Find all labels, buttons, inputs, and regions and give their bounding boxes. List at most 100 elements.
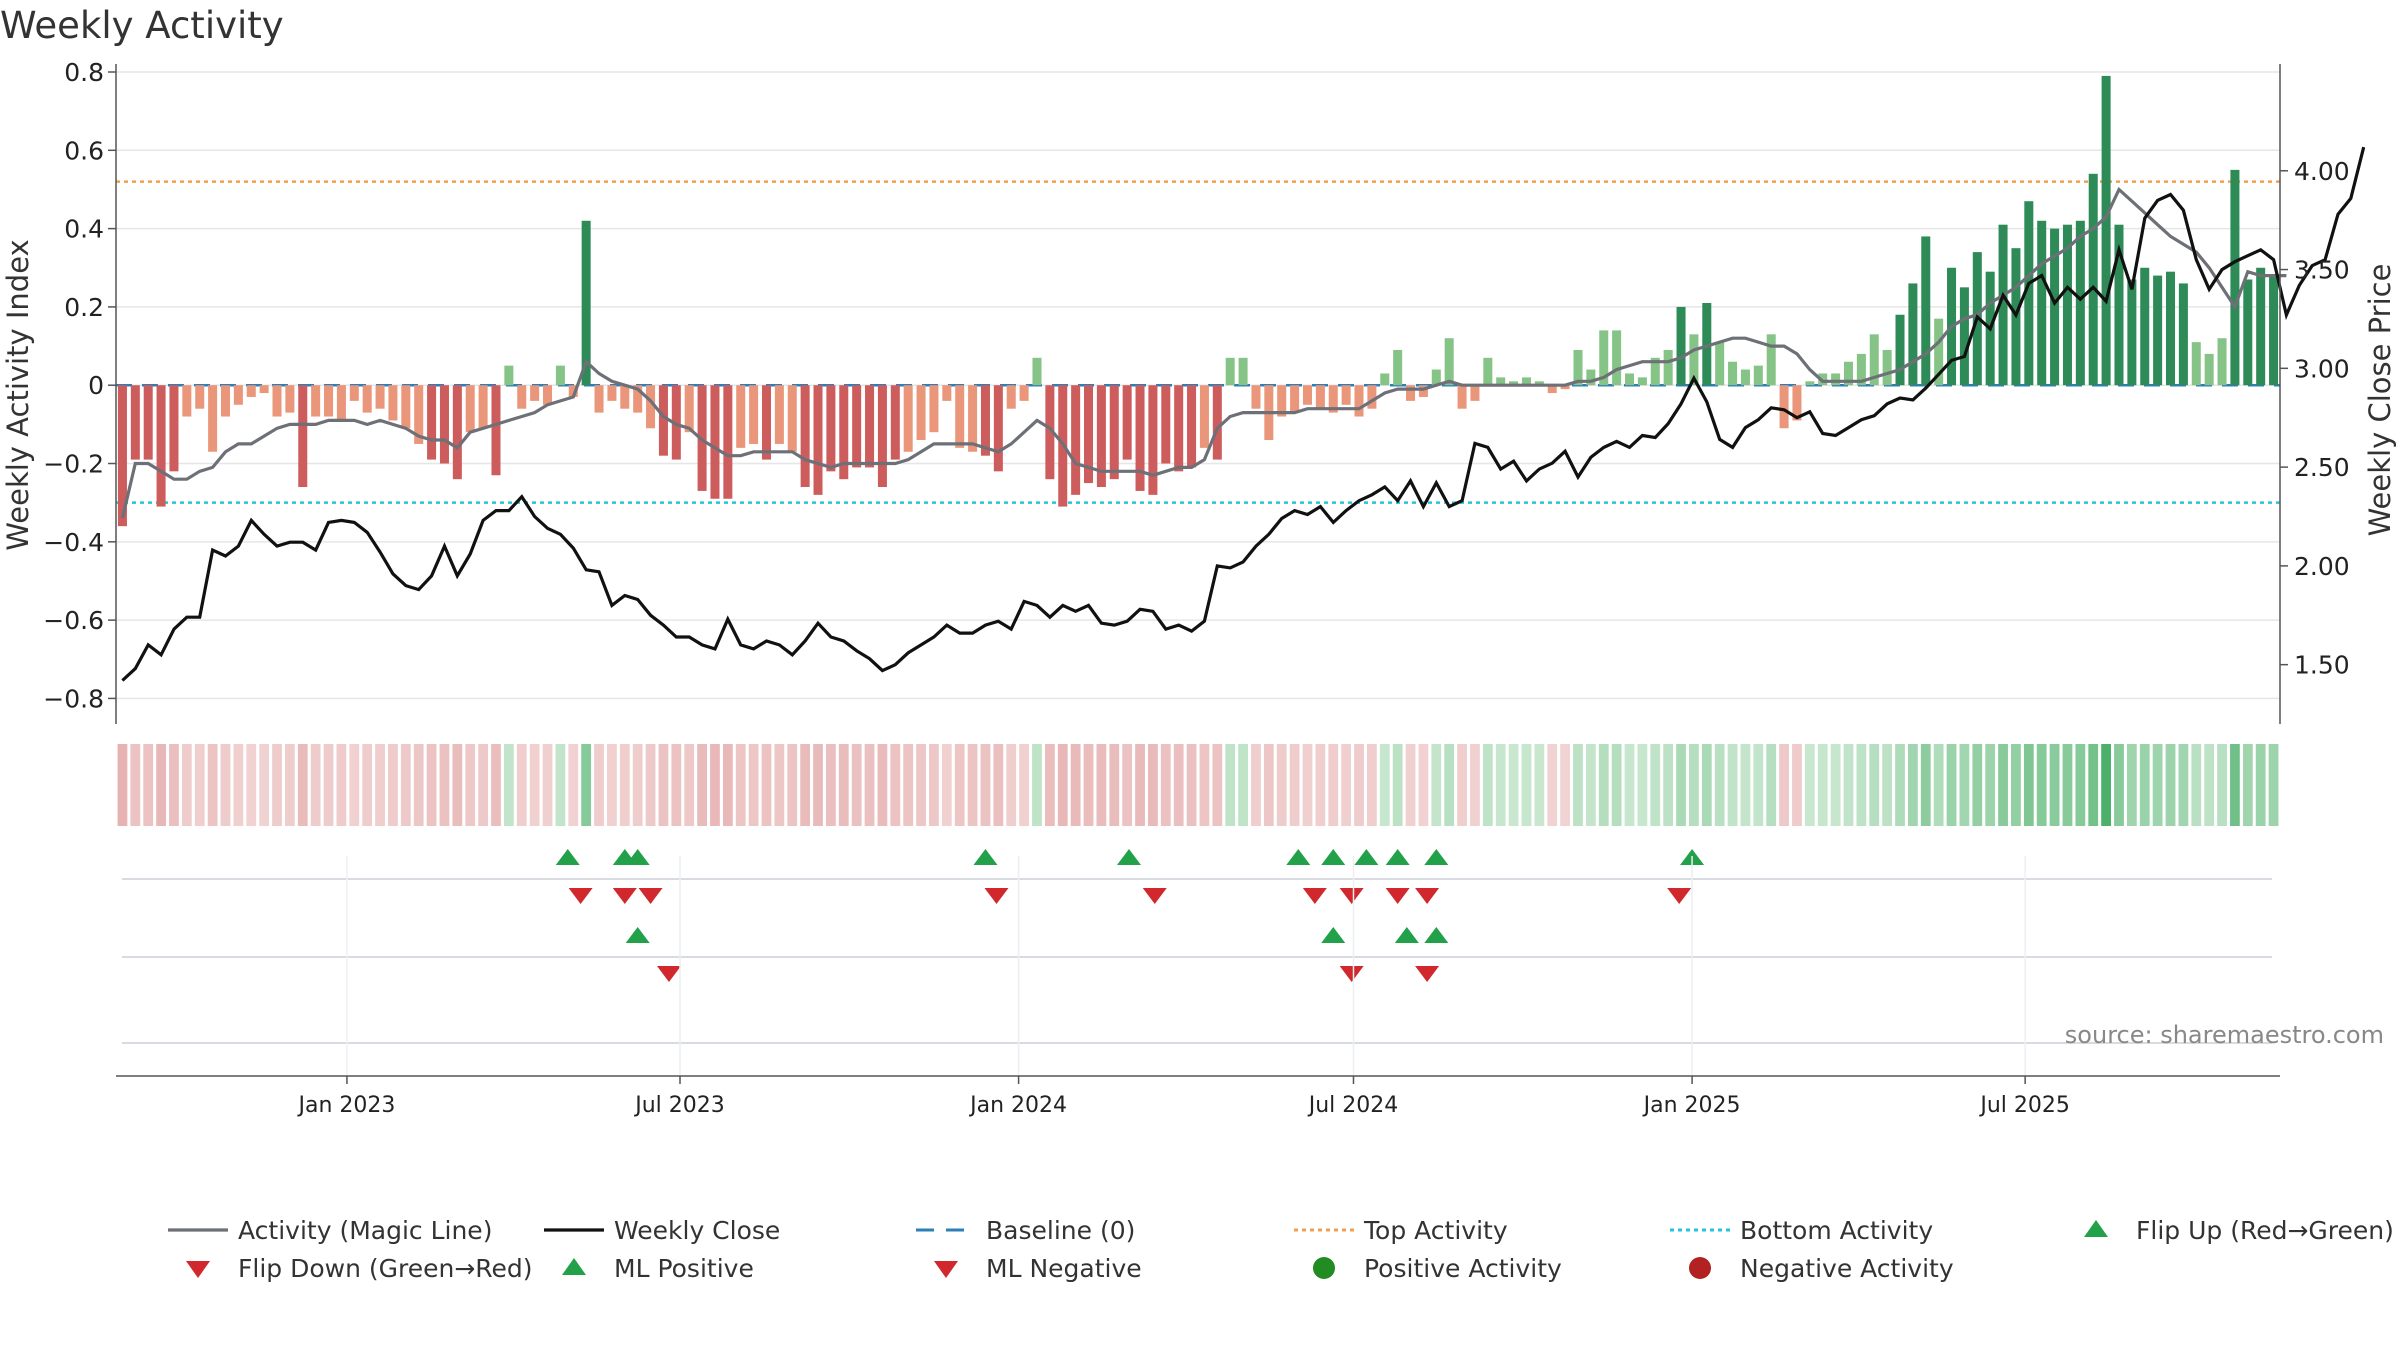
- flip-down-marker: [1302, 888, 1327, 904]
- activity-bar: [156, 385, 166, 507]
- legend-item: ML Negative: [934, 1254, 1142, 1283]
- activity-bar: [2230, 169, 2240, 386]
- activity-bar: [1612, 330, 1622, 386]
- activity-bar: [723, 385, 733, 499]
- heat-strip-cell: [1006, 744, 1017, 826]
- heat-strip-cell: [2101, 744, 2112, 826]
- activity-bar: [1135, 385, 1145, 491]
- activity-bar: [1277, 385, 1287, 417]
- activity-bar: [401, 385, 411, 429]
- heat-strip-cell: [503, 744, 514, 826]
- flip-up-marker: [973, 849, 998, 865]
- heat-strip-cell: [1379, 744, 1390, 826]
- activity-bar: [1174, 385, 1184, 472]
- heat-strip-cell: [2217, 744, 2227, 826]
- flip-down-marker: [1385, 888, 1410, 904]
- flip-up-marker: [1286, 849, 1311, 865]
- activity-bar: [2114, 224, 2124, 386]
- activity-bar: [117, 385, 127, 527]
- activity-bar: [877, 385, 887, 488]
- heat-strip-cell: [2242, 744, 2253, 826]
- heat-strip-cell: [349, 744, 360, 826]
- heat-strip-cell: [297, 744, 308, 826]
- activity-bar: [1109, 385, 1119, 480]
- heat-strip-cell: [1135, 744, 1145, 826]
- legend-item: Baseline (0): [916, 1216, 1135, 1245]
- heat-strip-cell: [722, 744, 733, 826]
- activity-bar: [272, 385, 282, 417]
- heat-strip-cell: [1341, 744, 1352, 826]
- heat-strip-cell: [1521, 744, 1532, 826]
- heat-strip-cell: [1689, 744, 1699, 826]
- activity-bar: [1315, 385, 1325, 409]
- activity-bar: [1650, 357, 1660, 386]
- flip-down-marker: [984, 888, 1009, 904]
- heat-strip-cell: [1959, 744, 1970, 826]
- heat-strip-cell: [491, 744, 501, 826]
- y-left-tick-label: 0.6: [64, 136, 104, 165]
- activity-bar: [259, 385, 269, 394]
- activity-bar: [1199, 385, 1209, 448]
- activity-bar: [710, 385, 720, 499]
- activity-bar: [968, 385, 978, 452]
- x-tick-label: Jan 2024: [968, 1093, 1067, 1118]
- heat-strip-cell: [761, 744, 772, 826]
- heat-strip-cell: [619, 744, 630, 826]
- heat-strip-cell: [169, 744, 179, 826]
- activity-bar: [388, 385, 398, 421]
- activity-bar: [1676, 306, 1686, 386]
- x-tick-label: Jul 2023: [633, 1093, 725, 1118]
- heat-strip-cell: [207, 744, 218, 826]
- activity-bar: [581, 220, 591, 386]
- heat-strip-cell: [1057, 744, 1068, 826]
- heat-strip-cell: [323, 744, 334, 826]
- axes: 0.8 0.6 0.4 0.2 0 −0.2 −0.4 −0.6 −0.8 4.00 3.50 3.0…: [43, 58, 2350, 724]
- heat-strip-cell: [1882, 744, 1893, 826]
- activity-bar: [298, 385, 308, 488]
- heat-strip-cell: [2049, 744, 2060, 826]
- heat-strip-cell: [2075, 744, 2086, 826]
- flip-up-marker: [1385, 849, 1410, 865]
- heat-strip-cell: [2165, 744, 2176, 826]
- legend-swatch-circle: [1689, 1257, 1711, 1279]
- activity-bar: [2101, 75, 2111, 386]
- heat-strip-cell: [671, 744, 682, 826]
- flip-down-marker: [1667, 888, 1692, 904]
- activity-bar: [903, 385, 913, 452]
- ml-positive-marker: [1394, 927, 1419, 943]
- activity-bar: [1702, 302, 1712, 386]
- heat-strip-cell: [1856, 744, 1867, 826]
- heat-strip-cell: [929, 744, 939, 826]
- heat-strip-cell: [1289, 744, 1300, 826]
- y-left-tick-label: 0.8: [64, 58, 104, 87]
- heat-strip-cell: [362, 744, 373, 826]
- activity-bar: [1045, 385, 1055, 480]
- activity-bar: [1122, 385, 1132, 460]
- heat-strip-cell: [1766, 744, 1777, 826]
- activity-bar: [1380, 373, 1390, 386]
- heat-strip-cell: [993, 744, 1004, 826]
- heat-strip-cell: [1186, 744, 1197, 826]
- activity-bar: [1225, 357, 1235, 386]
- signal-markers: [122, 849, 2272, 1076]
- activity-bar: [1328, 385, 1338, 413]
- heat-strip-cell: [2152, 744, 2163, 826]
- heat-strip-cell: [1160, 744, 1171, 826]
- legend-swatch-circle: [1313, 1257, 1335, 1279]
- heat-strip-cell: [1238, 744, 1248, 826]
- heat-strip-cell: [890, 744, 901, 826]
- activity-bar: [169, 385, 179, 472]
- legend-label: Baseline (0): [986, 1216, 1135, 1245]
- heat-strip-cell: [1585, 744, 1596, 826]
- heat-strip-cell: [413, 744, 424, 826]
- heat-strip-cell: [800, 744, 811, 826]
- heat-strip-cell: [1534, 744, 1545, 826]
- heat-strip-cell: [1508, 744, 1519, 826]
- y-left-tick-label: 0.4: [64, 215, 104, 244]
- activity-bar: [2024, 201, 2034, 386]
- heat-strip-cell: [117, 744, 128, 826]
- activity-bar: [1431, 369, 1441, 386]
- activity-bar: [813, 385, 823, 495]
- heat-strip-cell: [1779, 744, 1789, 826]
- heat-strip-cell: [1302, 744, 1313, 826]
